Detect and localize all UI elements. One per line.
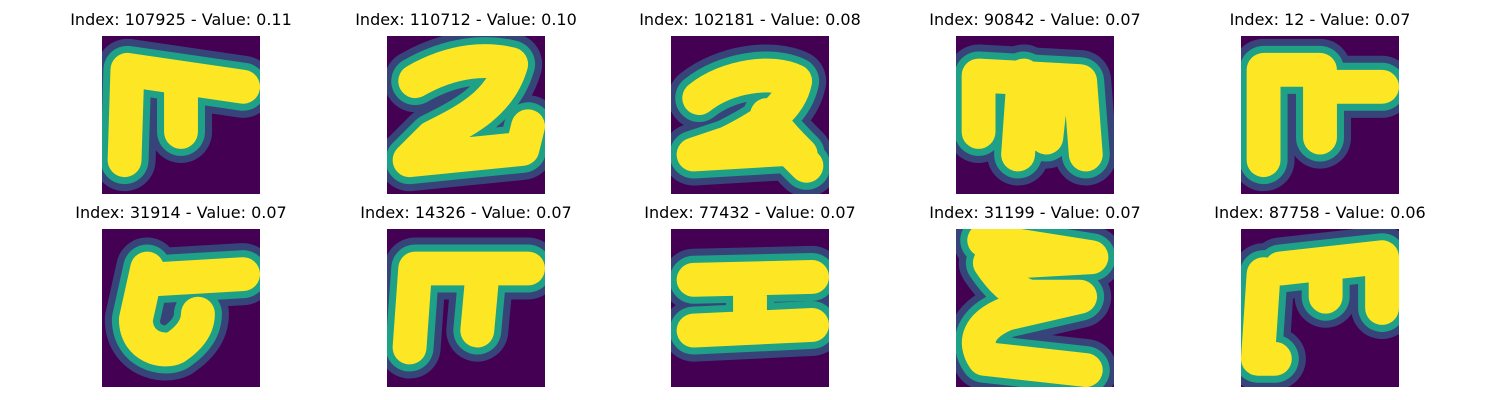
panel-6: Index: 31914 - Value: 0.07 — [66, 203, 296, 393]
handwritten-glyph-image — [671, 229, 829, 387]
panel-8: Index: 77432 - Value: 0.07 — [635, 203, 865, 393]
panel-7: Index: 14326 - Value: 0.07 — [351, 203, 581, 393]
panel-1: Index: 107925 - Value: 0.11 — [66, 10, 296, 200]
panel-title: Index: 77432 - Value: 0.07 — [644, 203, 856, 222]
panel-title: Index: 102181 - Value: 0.08 — [639, 10, 861, 29]
panel-title: Index: 31199 - Value: 0.07 — [929, 203, 1141, 222]
handwritten-glyph-image — [1241, 229, 1399, 387]
panel-title: Index: 31914 - Value: 0.07 — [75, 203, 287, 222]
panel-title: Index: 90842 - Value: 0.07 — [929, 10, 1141, 29]
panel-title: Index: 12 - Value: 0.07 — [1229, 10, 1411, 29]
handwritten-glyph-image — [956, 36, 1114, 194]
handwritten-glyph-image — [387, 229, 545, 387]
panel-2: Index: 110712 - Value: 0.10 — [351, 10, 581, 200]
handwritten-glyph-image — [102, 229, 260, 387]
panel-title: Index: 107925 - Value: 0.11 — [70, 10, 292, 29]
panel-4: Index: 90842 - Value: 0.07 — [920, 10, 1150, 200]
panel-title: Index: 110712 - Value: 0.10 — [355, 10, 577, 29]
handwritten-glyph-image — [102, 36, 260, 194]
panel-title: Index: 87758 - Value: 0.06 — [1214, 203, 1426, 222]
panel-3: Index: 102181 - Value: 0.08 — [635, 10, 865, 200]
panel-9: Index: 31199 - Value: 0.07 — [920, 203, 1150, 393]
handwritten-glyph-image — [956, 229, 1114, 387]
handwritten-glyph-image — [387, 36, 545, 194]
panel-5: Index: 12 - Value: 0.07 — [1205, 10, 1435, 200]
handwritten-glyph-image — [671, 36, 829, 194]
panel-10: Index: 87758 - Value: 0.06 — [1205, 203, 1435, 393]
panel-title: Index: 14326 - Value: 0.07 — [360, 203, 572, 222]
handwritten-glyph-image — [1241, 36, 1399, 194]
